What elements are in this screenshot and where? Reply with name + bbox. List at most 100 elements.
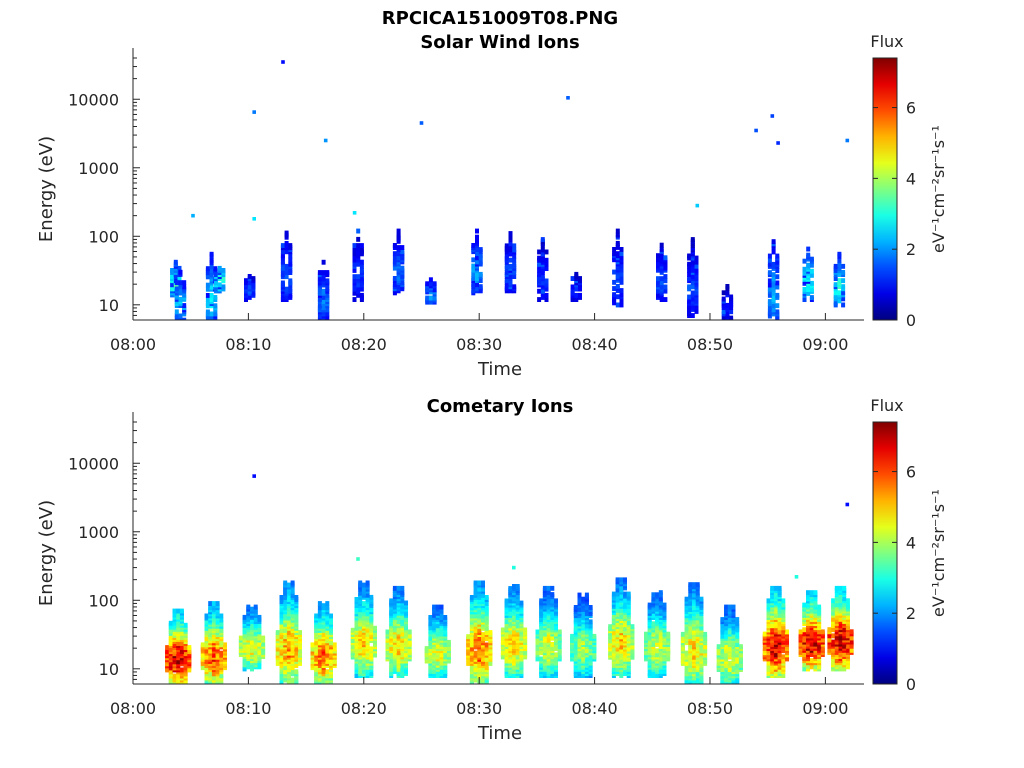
- flux-cell: [724, 663, 729, 668]
- flux-cell: [802, 635, 807, 641]
- flux-cell: [471, 243, 476, 248]
- flux-cell: [767, 282, 772, 288]
- flux-cell: [484, 656, 489, 662]
- colorbar-tick-label: 6: [906, 99, 916, 118]
- flux-cell: [279, 613, 284, 619]
- flux-cell: [687, 272, 692, 277]
- flux-cell: [573, 605, 578, 610]
- flux-cell: [802, 602, 807, 608]
- flux-cell: [611, 591, 616, 597]
- flux-cell: [775, 274, 780, 280]
- flux-cell: [577, 633, 582, 639]
- flux-cell: [592, 633, 597, 639]
- colorbar-tick-label: 2: [906, 240, 916, 259]
- flux-cell: [781, 598, 786, 604]
- flux-cell: [666, 656, 671, 662]
- flux-cell: [283, 634, 288, 640]
- flux-cell: [659, 255, 664, 261]
- flux-cell: [396, 232, 401, 238]
- y-tick-label: 1000: [78, 159, 119, 178]
- flux-cell: [361, 601, 366, 606]
- flux-cell: [550, 592, 555, 597]
- flux-cell: [540, 295, 545, 300]
- flux-cell: [359, 268, 364, 273]
- spectrogram-data: [170, 60, 850, 320]
- flux-cell: [813, 600, 818, 606]
- flux-cell: [550, 610, 555, 616]
- flux-cell: [325, 659, 330, 664]
- flux-cell: [284, 263, 289, 269]
- flux-cell: [361, 658, 366, 664]
- flux-cell: [550, 625, 555, 631]
- flux-cell: [354, 662, 359, 668]
- flux-cell: [187, 645, 192, 650]
- flux-cell: [321, 628, 326, 633]
- flux-cell: [407, 639, 412, 645]
- flux-cell: [845, 602, 850, 608]
- flux-cell: [321, 259, 326, 265]
- flux-cell: [842, 585, 847, 591]
- flux-cell: [325, 270, 330, 275]
- flux-cell: [290, 677, 295, 683]
- flux-point: [794, 575, 799, 579]
- flux-cell: [275, 661, 280, 666]
- flux-cell: [392, 265, 397, 271]
- flux-point: [770, 114, 775, 118]
- flux-cell: [841, 296, 846, 302]
- flux-cell: [809, 658, 814, 664]
- x-tick-label: 09:00: [802, 699, 848, 718]
- flux-cell: [806, 246, 811, 252]
- flux-cell: [771, 290, 776, 296]
- flux-cell: [535, 646, 540, 651]
- flux-cell: [369, 671, 374, 676]
- flux-cell: [317, 297, 322, 302]
- flux-cell: [831, 610, 836, 616]
- flux-cell: [325, 315, 330, 320]
- flux-cell: [369, 594, 374, 600]
- flux-cell: [290, 588, 295, 594]
- flux-cell: [280, 249, 285, 255]
- flux-cell: [777, 662, 782, 668]
- flux-cell: [540, 237, 545, 242]
- flux-cell: [179, 645, 184, 650]
- flux-cell: [359, 276, 364, 282]
- flux-cell: [170, 282, 175, 288]
- flux-cell: [170, 274, 175, 279]
- flux-cell: [214, 286, 218, 292]
- flux-cell: [317, 617, 322, 623]
- flux-cell: [762, 646, 767, 651]
- flux-cell: [508, 263, 513, 269]
- flux-cell: [481, 656, 485, 662]
- flux-cell: [400, 642, 405, 647]
- flux-cell: [200, 642, 205, 648]
- flux-cell: [365, 592, 370, 598]
- flux-cell: [358, 599, 363, 604]
- flux-cell: [469, 640, 474, 646]
- flux-cell: [588, 656, 593, 662]
- flux-cell: [481, 613, 485, 619]
- flux-cell: [504, 598, 509, 604]
- flux-cell: [294, 646, 299, 652]
- flux-cell: [508, 235, 513, 241]
- flux-cell: [690, 265, 695, 271]
- flux-cell: [771, 276, 776, 282]
- flux-cell: [508, 621, 513, 627]
- flux-cell: [389, 662, 394, 668]
- flux-cell: [407, 648, 412, 654]
- flux-cell: [766, 602, 771, 608]
- flux-cell: [833, 276, 838, 281]
- flux-cell: [182, 284, 187, 290]
- flux-cell: [208, 601, 213, 606]
- flux-cell: [550, 598, 555, 604]
- flux-cell: [352, 247, 357, 253]
- flux-cell: [352, 257, 357, 263]
- flux-cell: [385, 629, 390, 635]
- flux-cell: [659, 280, 664, 286]
- flux-cell: [219, 613, 224, 619]
- flux-point: [754, 128, 758, 133]
- flux-cell: [615, 612, 620, 617]
- flux-cell: [352, 261, 357, 267]
- flux-cell: [777, 585, 782, 591]
- flux-cell: [432, 612, 437, 618]
